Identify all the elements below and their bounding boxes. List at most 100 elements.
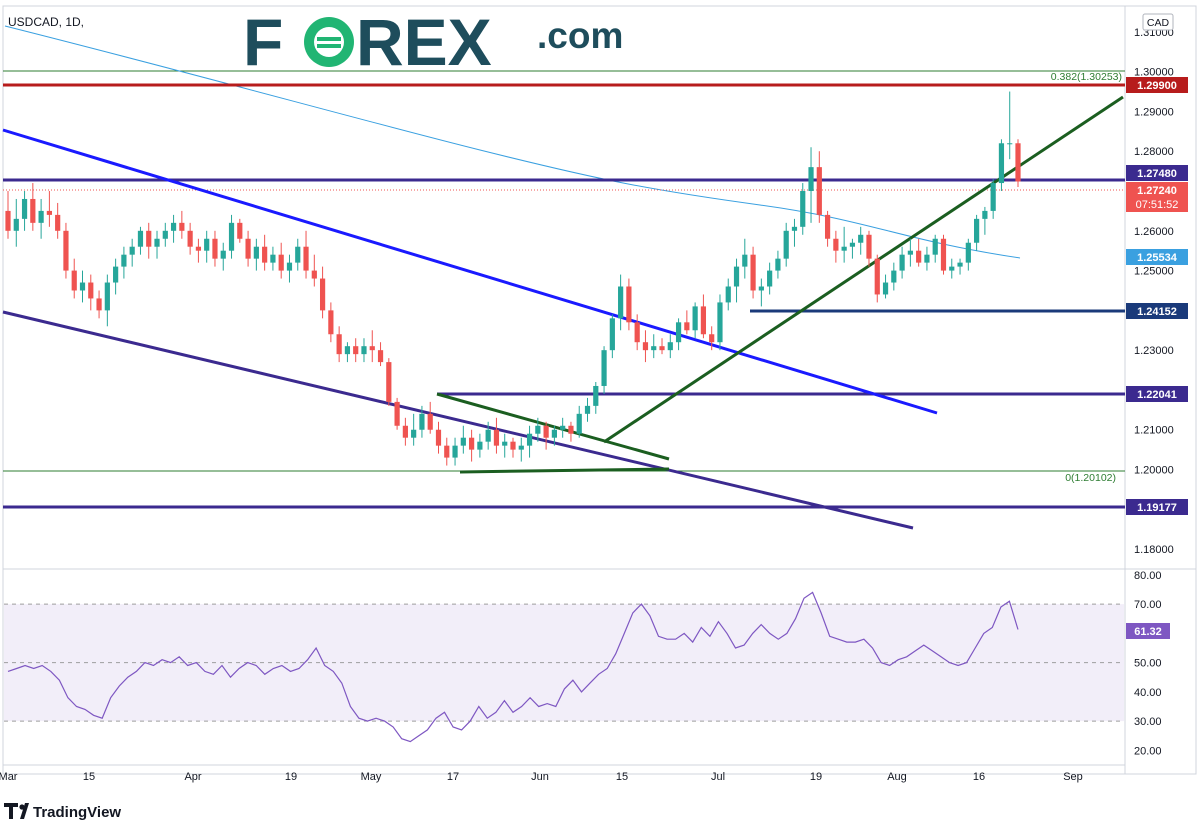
candle[interactable] (866, 230, 872, 267)
candle[interactable] (543, 421, 549, 450)
candle[interactable] (733, 258, 740, 303)
candle[interactable] (319, 266, 326, 319)
candle[interactable] (651, 334, 657, 359)
candle[interactable] (800, 183, 806, 235)
candle[interactable] (899, 246, 905, 279)
candle[interactable] (675, 318, 682, 351)
candle[interactable] (286, 254, 293, 283)
candle[interactable] (609, 314, 615, 359)
candle[interactable] (998, 139, 1005, 192)
candle[interactable] (626, 278, 632, 331)
candle[interactable] (444, 437, 450, 466)
candle[interactable] (113, 258, 119, 295)
candle[interactable] (187, 222, 193, 255)
candle[interactable] (63, 222, 69, 279)
candle[interactable] (584, 397, 591, 422)
candle[interactable] (891, 262, 897, 291)
candle[interactable] (916, 238, 922, 267)
candle[interactable] (170, 214, 177, 243)
candle[interactable] (684, 310, 690, 335)
candle[interactable] (121, 246, 127, 279)
candle[interactable] (71, 258, 77, 299)
candle[interactable] (245, 230, 251, 267)
moving-average-line[interactable] (4, 25, 1021, 259)
candle[interactable] (808, 147, 814, 223)
candle[interactable] (369, 330, 375, 363)
candle[interactable] (775, 250, 781, 279)
candle[interactable] (79, 270, 86, 303)
candle[interactable] (841, 226, 847, 263)
candle[interactable] (270, 246, 276, 271)
candle[interactable] (568, 421, 574, 442)
candle[interactable] (262, 234, 268, 271)
candle[interactable] (924, 246, 930, 271)
candle[interactable] (535, 417, 541, 442)
candle[interactable] (502, 433, 508, 458)
candle[interactable] (642, 330, 649, 363)
channel-lower-line[interactable] (2, 310, 914, 530)
candle[interactable] (469, 429, 475, 462)
candle[interactable] (195, 238, 202, 263)
candle[interactable] (816, 151, 822, 223)
candle[interactable] (162, 222, 168, 247)
candle[interactable] (386, 358, 392, 406)
candle[interactable] (990, 179, 996, 219)
candle[interactable] (618, 274, 624, 331)
candle[interactable] (692, 302, 698, 339)
candle[interactable] (551, 425, 557, 446)
candle[interactable] (228, 214, 235, 259)
candle[interactable] (1007, 91, 1013, 160)
candle[interactable] (700, 294, 707, 339)
candle[interactable] (435, 421, 442, 454)
candle[interactable] (485, 421, 491, 450)
candle[interactable] (402, 417, 408, 446)
channel-upper-line[interactable] (2, 128, 938, 415)
wedge-upper-line[interactable] (436, 392, 670, 461)
candle[interactable] (758, 278, 764, 307)
wedge-lower-line[interactable] (459, 467, 670, 474)
rsi-line[interactable] (7, 591, 1019, 743)
candle[interactable] (940, 234, 947, 275)
candle[interactable] (725, 278, 731, 311)
candle[interactable] (295, 238, 301, 271)
candle[interactable] (204, 230, 210, 263)
candle[interactable] (849, 238, 856, 259)
candle[interactable] (667, 334, 673, 359)
candle[interactable] (518, 437, 524, 462)
candle[interactable] (932, 234, 938, 263)
candle[interactable] (750, 246, 756, 299)
candle[interactable] (328, 302, 334, 343)
candle[interactable] (411, 413, 417, 446)
candle[interactable] (253, 238, 259, 271)
candle[interactable] (21, 191, 28, 231)
candle[interactable] (237, 218, 243, 243)
candle[interactable] (949, 258, 955, 279)
candle[interactable] (419, 405, 425, 438)
candle[interactable] (1015, 139, 1021, 188)
candle[interactable] (858, 226, 864, 255)
candle[interactable] (717, 294, 723, 351)
candle[interactable] (452, 437, 458, 466)
candle[interactable] (560, 417, 566, 438)
candle[interactable] (336, 326, 342, 363)
candle[interactable] (137, 226, 144, 255)
candle[interactable] (154, 230, 160, 259)
candle[interactable] (576, 405, 582, 438)
candle[interactable] (882, 274, 889, 299)
candle[interactable] (220, 242, 226, 271)
currency-box[interactable] (1142, 13, 1174, 31)
candle[interactable] (46, 191, 52, 227)
candle[interactable] (5, 191, 11, 239)
candle[interactable] (824, 210, 831, 247)
candle[interactable] (146, 222, 152, 259)
candle[interactable] (709, 326, 715, 351)
candle[interactable] (965, 238, 971, 271)
candle[interactable] (593, 381, 599, 414)
candle[interactable] (634, 314, 640, 351)
candle[interactable] (659, 338, 665, 355)
candle[interactable] (303, 230, 309, 279)
candle[interactable] (377, 342, 384, 367)
candle[interactable] (361, 338, 367, 363)
candle[interactable] (493, 417, 500, 454)
